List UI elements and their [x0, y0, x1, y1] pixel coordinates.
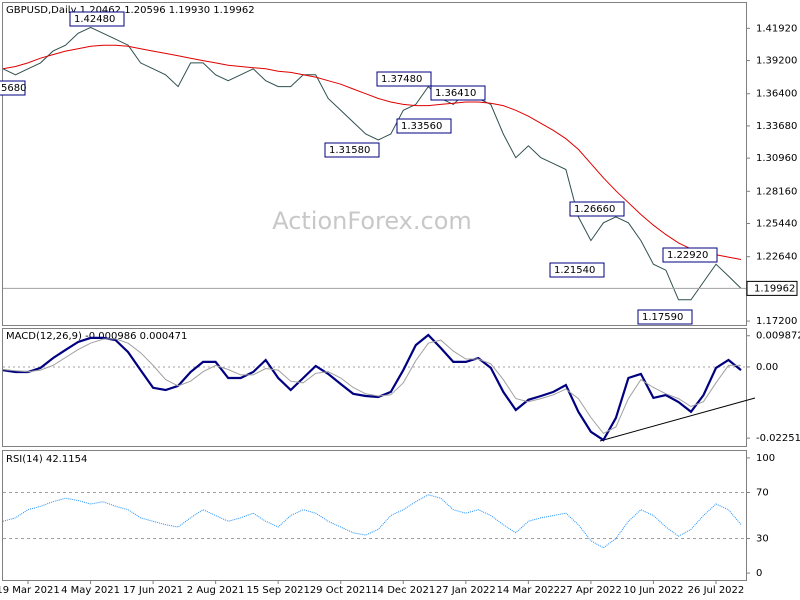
annotation-box — [662, 247, 718, 263]
y-tick-label: 1.41920 — [756, 23, 797, 34]
y-tick-label: 1.25440 — [756, 219, 797, 230]
y-tick-label: 0.00 — [756, 362, 778, 373]
series-line — [2, 333, 742, 442]
y-tick-label: 70 — [756, 487, 769, 498]
series-line — [2, 26, 742, 301]
annotation-box — [637, 309, 693, 325]
y-tick-label: 30 — [756, 534, 769, 545]
x-tick-label: 29 Oct 2021 — [310, 585, 372, 596]
annotation-box — [324, 142, 380, 158]
annotation: 1.42480 — [74, 14, 115, 25]
y-tick-label: 1.30960 — [756, 153, 797, 164]
y-tick-label: 1.22640 — [756, 252, 797, 263]
price-box — [746, 280, 798, 296]
annotation: 1.22920 — [667, 250, 708, 261]
price-label: 1.19962 — [754, 283, 795, 294]
x-tick-label: 27 Jan 2022 — [436, 585, 496, 596]
annotation-box — [69, 11, 125, 27]
y-tick-label: 0.009872 — [756, 331, 800, 342]
annotation: 1.36410 — [435, 88, 476, 99]
annotation-box — [376, 71, 432, 87]
annotation: 1.31580 — [329, 145, 370, 156]
x-tick-label: 14 Mar 2022 — [497, 585, 560, 596]
y-tick-label: 0 — [756, 568, 762, 579]
y-tick-label: -0.022516 — [756, 433, 800, 444]
annotation: 1.26660 — [574, 204, 615, 215]
x-tick-label: 19 Mar 2021 — [0, 585, 60, 596]
y-tick-label: 1.28160 — [756, 186, 797, 197]
annotation: 1.33560 — [401, 121, 442, 132]
annotation: 5680 — [1, 83, 26, 94]
y-tick-label: 100 — [756, 453, 775, 464]
x-tick-label: 10 Jun 2022 — [623, 585, 683, 596]
y-tick-label: 1.39200 — [756, 56, 797, 67]
rsi-panel — [2, 450, 747, 581]
price-panel — [2, 2, 747, 326]
annotation-box — [0, 80, 26, 96]
series-line — [2, 338, 741, 435]
y-tick-label: 1.36400 — [756, 89, 797, 100]
trend-line — [599, 397, 756, 442]
x-tick-label: 4 May 2021 — [61, 585, 120, 596]
x-tick-label: 26 Jul 2022 — [688, 585, 745, 596]
y-tick-label: 1.17200 — [756, 316, 797, 327]
series-line — [2, 494, 742, 549]
annotation-box — [569, 201, 625, 217]
annotation-box — [396, 118, 452, 134]
annotation: 1.21540 — [554, 265, 595, 276]
x-tick-label: 15 Sep 2021 — [246, 585, 309, 596]
y-tick-label: 1.33680 — [756, 121, 797, 132]
x-tick-label: 2 Aug 2021 — [187, 585, 245, 596]
x-tick-label: 27 Apr 2022 — [560, 585, 622, 596]
annotation-box — [430, 85, 486, 101]
x-tick-label: 17 Jun 2021 — [123, 585, 183, 596]
macd-panel — [2, 328, 747, 447]
annotation-box — [549, 262, 605, 278]
rsi-title: RSI(14) 42.1154 — [6, 454, 87, 465]
annotation: 1.17590 — [642, 312, 683, 323]
watermark: ActionForex.com — [272, 207, 472, 235]
chart-title: GBPUSD,Daily 1.20462 1.20596 1.19930 1.1… — [6, 5, 255, 16]
x-tick-label: 14 Dec 2021 — [371, 585, 435, 596]
macd-title: MACD(12,26,9) -0.000986 0.000471 — [6, 331, 187, 342]
series-line — [2, 44, 742, 260]
annotation: 1.37480 — [381, 74, 422, 85]
